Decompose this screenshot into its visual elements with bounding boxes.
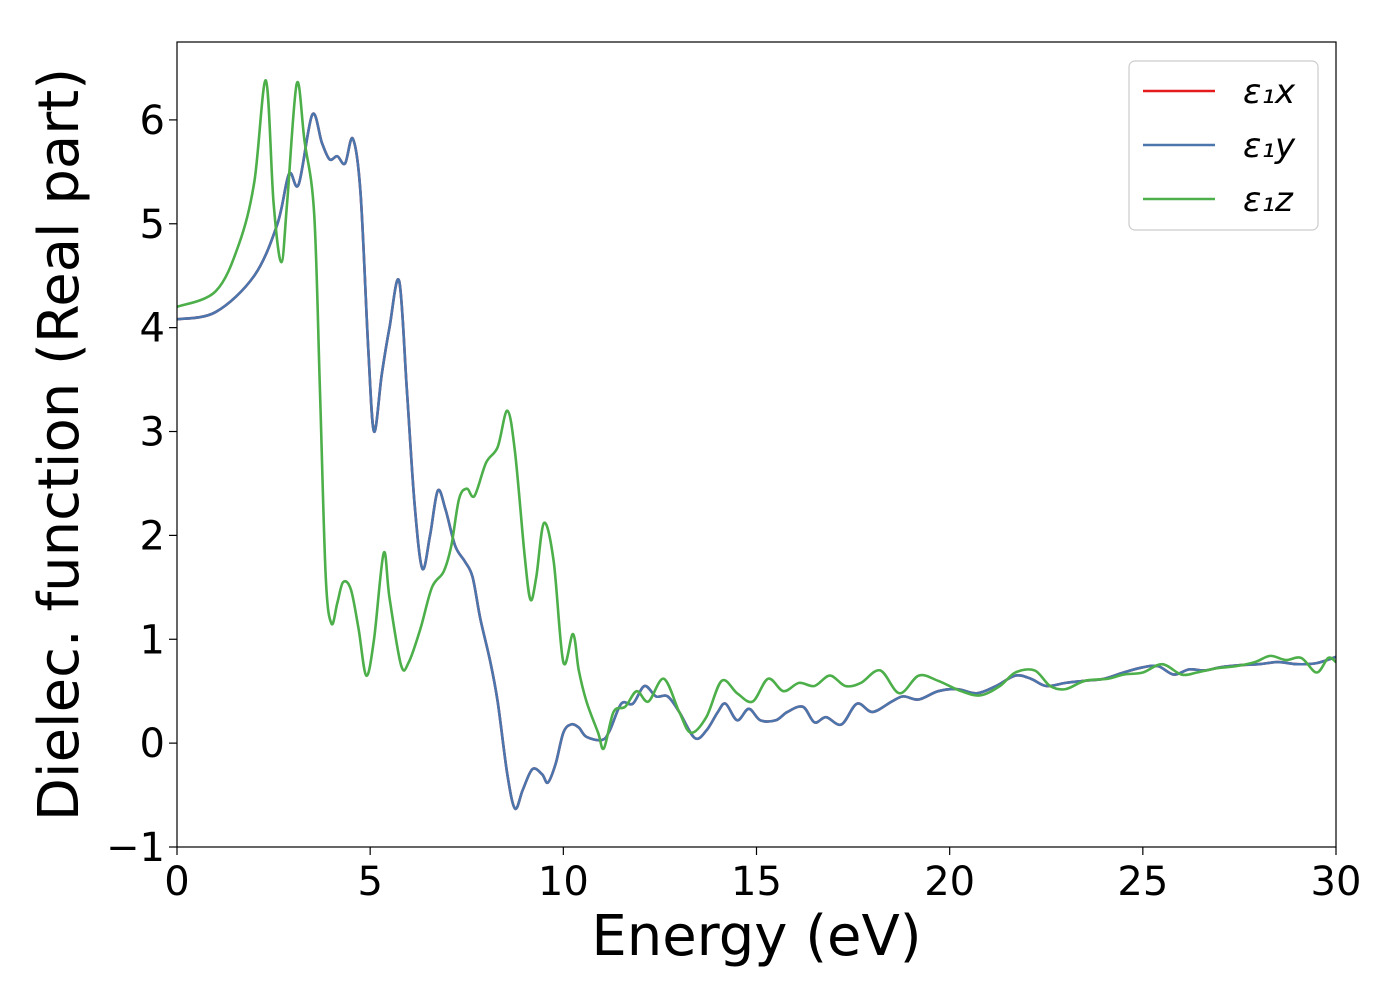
x-tick-label: 0 [164, 859, 189, 905]
y-axis-label: Dielec. function (Real part) [27, 68, 92, 821]
legend: ε₁x ε₁y ε₁z [1128, 60, 1319, 231]
x-tick-label: 5 [357, 859, 382, 905]
series-line-3 [177, 79, 1336, 751]
y-tick-label: 6 [140, 98, 165, 144]
x-tick-label: 25 [1117, 859, 1168, 905]
legend-box [1128, 60, 1319, 231]
y-tick-label: 3 [140, 410, 165, 456]
y-tick-label: 1 [140, 617, 165, 663]
x-tick-label: 10 [538, 859, 589, 905]
series-layer [177, 79, 1336, 811]
x-tick-label: 15 [731, 859, 782, 905]
y-tick-label: −1 [106, 825, 165, 871]
y-tick-label: 5 [140, 202, 165, 248]
y-tick-label: 2 [140, 513, 165, 559]
y-tick-label: 4 [140, 306, 165, 352]
legend-label: ε₁y [1243, 126, 1296, 166]
y-axis-ticks: −1 0 1 2 3 4 5 6 [106, 98, 177, 871]
x-axis-label: Energy (eV) [591, 904, 921, 969]
x-tick-label: 30 [1311, 859, 1362, 905]
legend-label: ε₁x [1243, 72, 1296, 112]
x-tick-label: 20 [924, 859, 975, 905]
x-axis-ticks: 0 5 10 15 20 25 30 [164, 847, 1361, 905]
legend-label: ε₁z [1243, 180, 1294, 220]
y-tick-label: 0 [140, 721, 165, 767]
